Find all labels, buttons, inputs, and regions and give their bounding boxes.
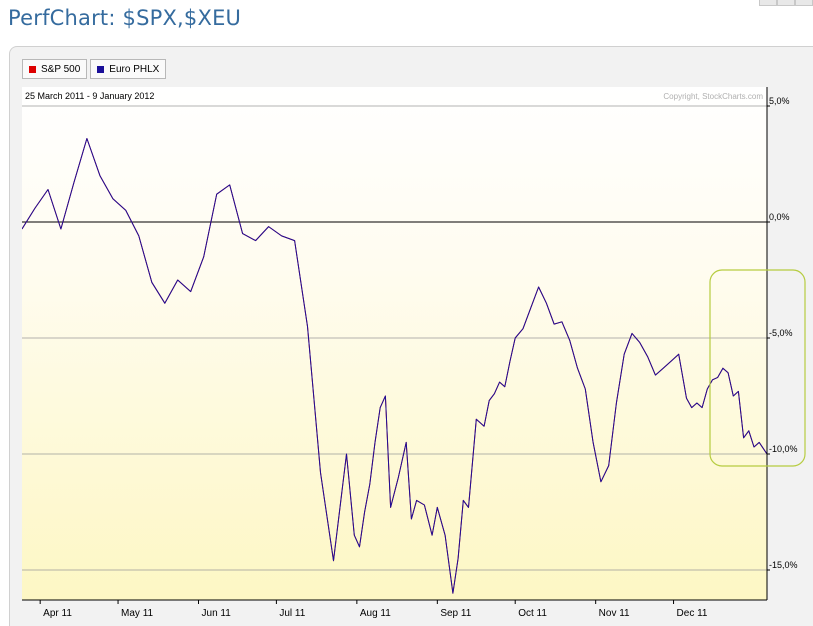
y-tick-label: -5,0%	[769, 328, 793, 338]
plot-area	[22, 87, 767, 600]
y-tick-label: -10,0%	[769, 444, 798, 454]
y-tick-label: 5,0%	[769, 96, 790, 106]
legend-item-euro[interactable]: Euro PHLX	[90, 59, 167, 79]
x-tick-label: Jul 11	[279, 608, 305, 619]
x-tick-label: Apr 11	[43, 608, 72, 619]
page-title: PerfChart: $SPX,$XEU	[8, 6, 242, 30]
x-tick-label: Jun 11	[202, 608, 232, 619]
legend-item-sp500[interactable]: S&P 500	[22, 59, 88, 79]
x-tick-label: May 11	[121, 608, 153, 619]
highlight-box	[709, 269, 806, 467]
window-button[interactable]	[759, 0, 777, 6]
copyright-text: Copyright, StockCharts.com	[663, 92, 763, 101]
sp500-swatch	[29, 65, 36, 73]
legend-label-euro: Euro PHLX	[109, 63, 160, 75]
x-tick-label: Oct 11	[518, 608, 547, 619]
y-tick-label: 0,0%	[769, 212, 790, 222]
window-button[interactable]	[777, 0, 795, 6]
date-range: 25 March 2011 - 9 January 2012	[25, 91, 154, 101]
chart-legend: S&P 500 Euro PHLX	[22, 59, 169, 79]
y-tick-label: -15,0%	[769, 560, 798, 570]
legend-label-sp500: S&P 500	[41, 63, 81, 75]
x-axis-ticks: Apr 11 May 11 Jun 11 Jul 11 Aug 11 Sep 11 Oct …	[39, 600, 708, 619]
x-tick-label: Aug 11	[360, 608, 391, 619]
euro-line	[22, 138, 767, 594]
x-tick-label: Sep 11	[440, 608, 471, 619]
y-axis-ticks: 5,0% 0,0% -5,0% -10,0% -15,0%	[767, 96, 798, 571]
x-tick-label: Dec 11	[677, 608, 708, 619]
x-tick-label: Nov 11	[599, 608, 630, 619]
gridlines	[22, 105, 767, 571]
euro-swatch	[97, 65, 105, 73]
